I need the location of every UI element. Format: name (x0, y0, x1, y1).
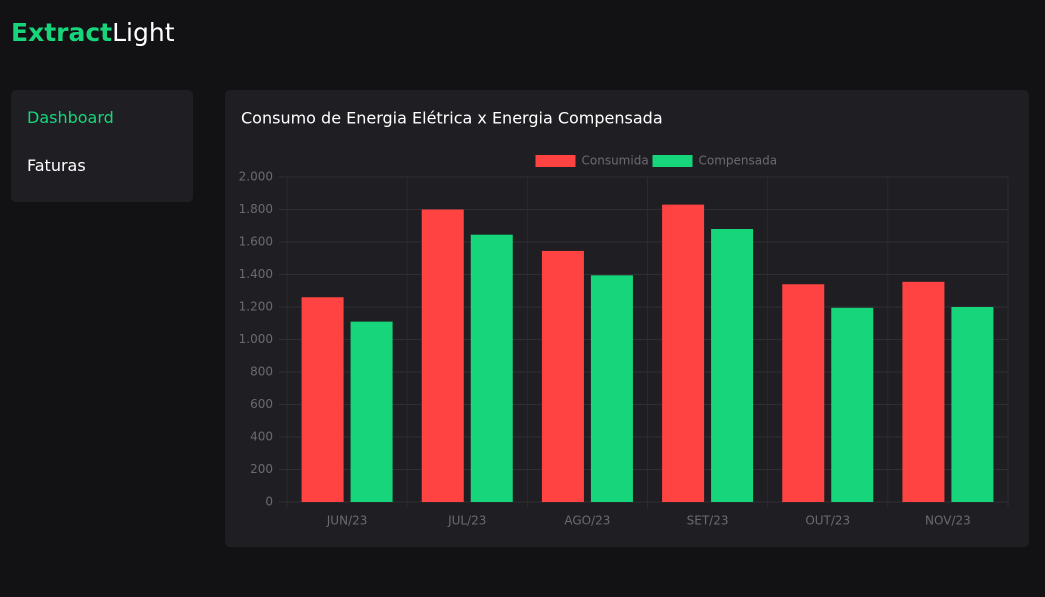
legend-label: Compensada (699, 154, 778, 168)
bar (350, 321, 393, 502)
nav-link[interactable]: Dashboard (27, 108, 114, 127)
x-tick-label: AGO/23 (564, 514, 610, 528)
y-tick-label: 0 (265, 495, 273, 509)
y-tick-label: 400 (250, 430, 273, 444)
sidebar: Dashboard Faturas (11, 90, 193, 202)
bar (711, 229, 754, 502)
brand-accent: Extract (11, 18, 113, 47)
bar (831, 307, 874, 502)
bar (951, 307, 994, 502)
y-tick-label: 800 (250, 365, 273, 379)
bar (782, 284, 825, 502)
y-tick-label: 2.000 (239, 170, 273, 184)
chart-card: Consumo de Energia Elétrica x Energia Co… (225, 90, 1029, 547)
bar (590, 275, 633, 502)
brand: ExtractLight (11, 18, 175, 47)
x-tick-label: JUL/23 (447, 514, 486, 528)
bar (421, 209, 464, 502)
y-tick-label: 1.000 (239, 332, 273, 346)
legend-swatch (535, 155, 576, 167)
x-tick-label: SET/23 (687, 514, 729, 528)
y-tick-label: 1.600 (239, 235, 273, 249)
bar (470, 234, 513, 502)
x-tick-label: NOV/23 (925, 514, 971, 528)
x-tick-label: JUN/23 (326, 514, 368, 528)
y-tick-label: 600 (250, 397, 273, 411)
y-tick-label: 1.800 (239, 202, 273, 216)
legend-label: Consumida (582, 154, 649, 168)
bar (902, 281, 945, 502)
bar (541, 250, 584, 502)
bar (301, 297, 344, 502)
brand-rest: Light (112, 18, 175, 47)
y-tick-label: 1.200 (239, 300, 273, 314)
chart: Consumo de Energia Elétrica x Energia Co… (239, 109, 1009, 528)
bar (662, 204, 705, 502)
y-tick-label: 200 (250, 462, 273, 476)
x-tick-label: OUT/23 (805, 514, 850, 528)
chart-title: Consumo de Energia Elétrica x Energia Co… (241, 109, 663, 128)
nav-link[interactable]: Faturas (27, 156, 86, 175)
legend-swatch (652, 155, 693, 167)
y-tick-label: 1.400 (239, 267, 273, 281)
